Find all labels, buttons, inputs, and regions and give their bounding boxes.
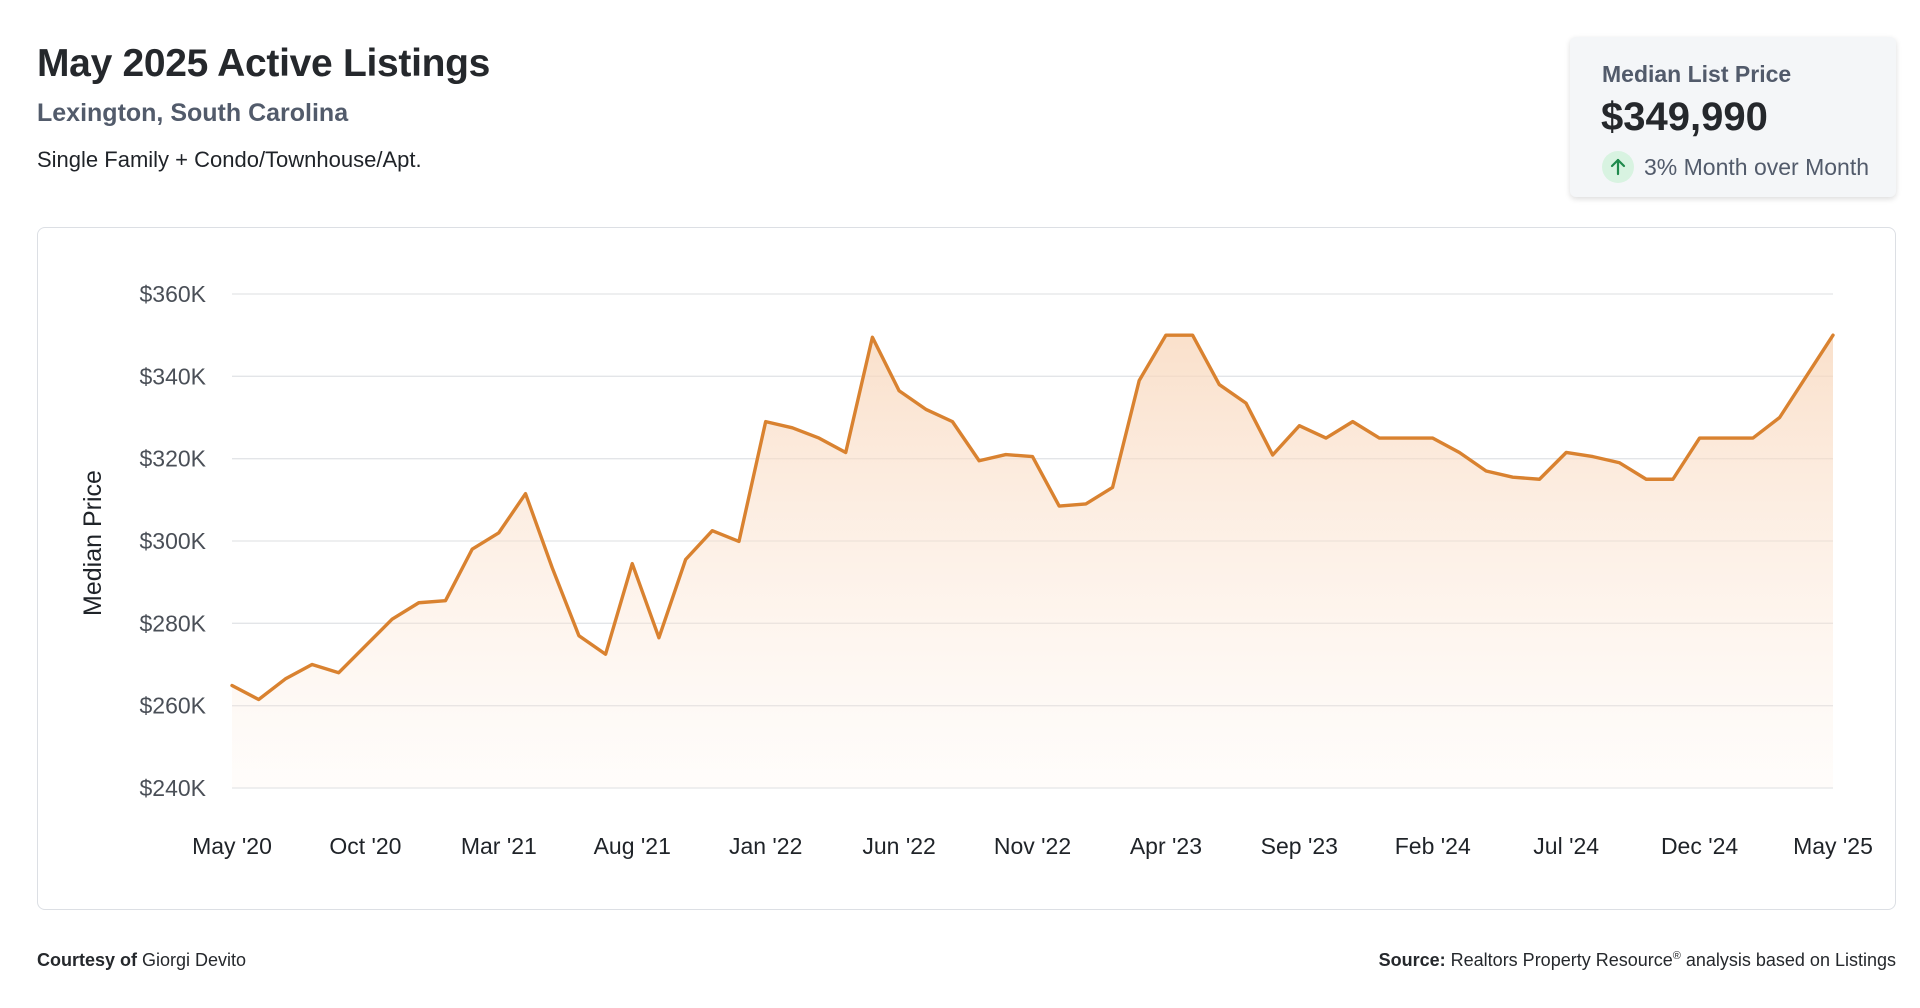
x-tick-label: Jul '24 bbox=[1533, 833, 1599, 859]
y-axis-label: Median Price bbox=[79, 470, 107, 616]
courtesy-line: Courtesy of Giorgi Devito bbox=[37, 950, 246, 971]
courtesy-name: Giorgi Devito bbox=[142, 950, 247, 970]
source-suffix: analysis based on Listings bbox=[1680, 950, 1896, 970]
registered-mark: ® bbox=[1672, 950, 1681, 962]
source-line: Source: Realtors Property Resource® anal… bbox=[1379, 950, 1896, 971]
x-tick-label: Jun '22 bbox=[862, 833, 935, 859]
price-chart: $240K $260K $280K $300K $320K $340K $360K May … bbox=[79, 281, 1873, 859]
y-tick-label: $300K bbox=[139, 528, 206, 554]
page-title: May 2025 Active Listings bbox=[37, 42, 491, 85]
x-tick-label: Oct '20 bbox=[329, 833, 401, 859]
x-tick-label: Feb '24 bbox=[1395, 833, 1471, 859]
x-tick-label: Mar '21 bbox=[461, 833, 537, 859]
arrow-up-icon bbox=[1602, 151, 1634, 183]
x-tick-label: Sep '23 bbox=[1261, 833, 1338, 859]
y-tick-label: $320K bbox=[139, 446, 206, 472]
kpi-change: 3% Month over Month bbox=[1602, 151, 1869, 183]
y-tick-label: $240K bbox=[139, 775, 206, 801]
source-name: Realtors Property Resource bbox=[1450, 950, 1673, 970]
property-types: Single Family + Condo/Townhouse/Apt. bbox=[37, 147, 422, 172]
kpi-change-text: 3% Month over Month bbox=[1644, 153, 1870, 180]
series-line bbox=[230, 333, 1835, 702]
median-list-price-card: Median List Price $349,990 3% Month over… bbox=[1570, 37, 1896, 197]
x-tick-label: Nov '22 bbox=[994, 833, 1071, 859]
chart-card: $240K $260K $280K $300K $320K $340K $360K May … bbox=[37, 227, 1896, 910]
x-tick-label: Aug '21 bbox=[594, 833, 671, 859]
x-tick-label: Dec '24 bbox=[1661, 833, 1738, 859]
y-tick-label: $340K bbox=[139, 363, 206, 389]
kpi-value: $349,990 bbox=[1601, 95, 1768, 139]
location-subtitle: Lexington, South Carolina bbox=[37, 99, 349, 127]
y-tick-label: $260K bbox=[139, 693, 206, 719]
area-fill bbox=[232, 335, 1833, 788]
courtesy-label: Courtesy of bbox=[37, 950, 138, 970]
y-tick-label: $280K bbox=[139, 610, 206, 636]
y-tick-label: $360K bbox=[139, 281, 206, 307]
x-tick-label: May '25 bbox=[1793, 833, 1873, 859]
x-tick-label: May '20 bbox=[192, 833, 272, 859]
kpi-label: Median List Price bbox=[1602, 61, 1792, 87]
x-tick-label: Jan '22 bbox=[729, 833, 802, 859]
x-tick-label: Apr '23 bbox=[1130, 833, 1202, 859]
source-label: Source: bbox=[1378, 950, 1446, 970]
